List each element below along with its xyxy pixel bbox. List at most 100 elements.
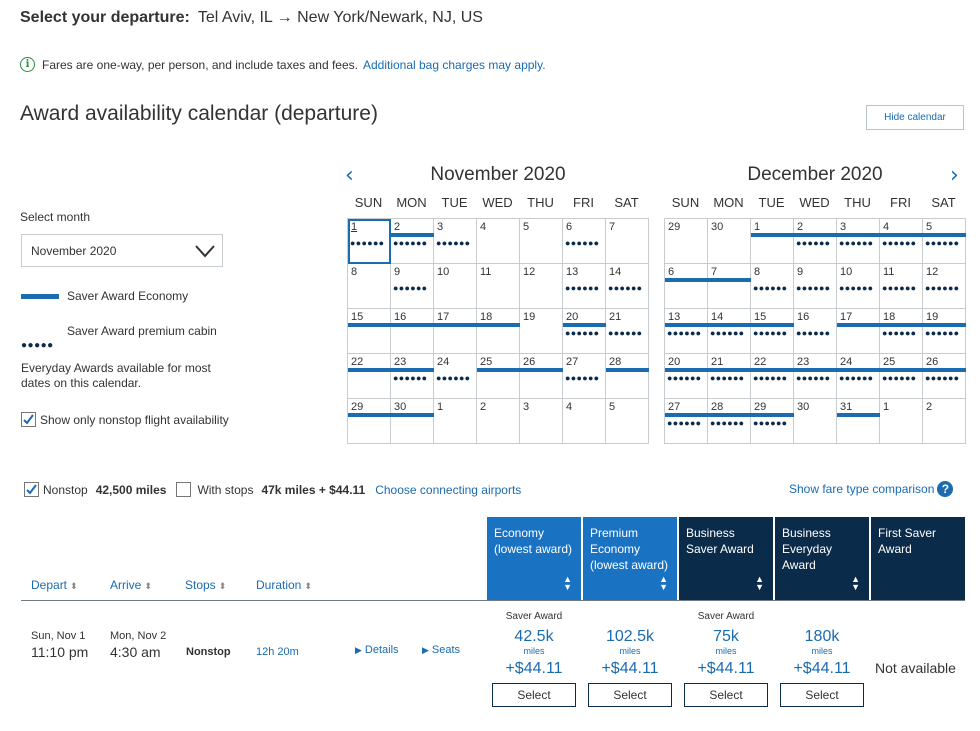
calendar-day[interactable]: 7: [606, 219, 649, 264]
calendar-day[interactable]: 5: [520, 219, 563, 264]
chevron-left-icon[interactable]: ‹: [345, 163, 354, 188]
calendar-day[interactable]: 22 ●●●●●●: [751, 354, 794, 399]
details-link[interactable]: ▶ Details: [355, 644, 399, 656]
fare-header-premium-economy[interactable]: Premium Economy (lowest award) ▲ ▼: [583, 517, 677, 600]
calendar-day[interactable]: 11 ●●●●●●: [880, 264, 923, 309]
calendar-day[interactable]: 12: [520, 264, 563, 309]
calendar-day[interactable]: 3 ●●●●●●: [837, 219, 880, 264]
calendar-day[interactable]: 19 ●●●●●●: [923, 309, 966, 354]
select-button[interactable]: Select: [684, 683, 768, 707]
calendar-day[interactable]: 30: [391, 399, 434, 444]
calendar-day[interactable]: 26 ●●●●●●: [923, 354, 966, 399]
calendar-day[interactable]: 4 ●●●●●●: [880, 219, 923, 264]
with-stops-checkbox[interactable]: [176, 482, 192, 497]
calendar-day[interactable]: 19: [520, 309, 563, 354]
calendar-day[interactable]: 18 ●●●●●●: [880, 309, 923, 354]
calendar-day[interactable]: 10 ●●●●●●: [837, 264, 880, 309]
sort-stops[interactable]: Stops ⬍: [185, 578, 226, 592]
calendar-day[interactable]: 7: [708, 264, 751, 309]
sort-arrive[interactable]: Arrive ⬍: [110, 578, 152, 592]
calendar-day[interactable]: 18: [477, 309, 520, 354]
select-button[interactable]: Select: [588, 683, 672, 707]
calendar-day[interactable]: 28 ●●●●●●: [708, 399, 751, 444]
nonstop-only-checkbox[interactable]: [21, 412, 36, 427]
calendar-day[interactable]: 23 ●●●●●●: [391, 354, 434, 399]
calendar-day[interactable]: 25 ●●●●●●: [880, 354, 923, 399]
calendar-day[interactable]: 2 ●●●●●●: [794, 219, 837, 264]
hide-calendar-button[interactable]: Hide calendar: [866, 105, 964, 130]
month-select[interactable]: November 2020: [21, 234, 223, 267]
calendar-day[interactable]: 9 ●●●●●●: [391, 264, 434, 309]
calendar-day[interactable]: 1: [751, 219, 794, 264]
calendar-day[interactable]: 1 ●●●●●●: [348, 219, 391, 264]
calendar-day[interactable]: 5 ●●●●●●: [923, 219, 966, 264]
calendar-day[interactable]: 4: [563, 399, 606, 444]
calendar-day[interactable]: 13 ●●●●●●: [665, 309, 708, 354]
calendar-day[interactable]: 20 ●●●●●●: [665, 354, 708, 399]
calendar-day[interactable]: 1: [434, 399, 477, 444]
calendar-day[interactable]: 21 ●●●●●●: [708, 354, 751, 399]
calendar-day[interactable]: 24 ●●●●●●: [837, 354, 880, 399]
calendar-day[interactable]: 1: [880, 399, 923, 444]
calendar-day[interactable]: 2 ●●●●●●: [391, 219, 434, 264]
chevron-right-icon[interactable]: ›: [950, 163, 959, 188]
calendar-day[interactable]: 17: [837, 309, 880, 354]
fare-comparison-link[interactable]: Show fare type comparison ?: [789, 481, 954, 497]
nonstop-only-toggle[interactable]: Show only nonstop flight availability: [21, 412, 229, 427]
calendar-day[interactable]: 22: [348, 354, 391, 399]
calendar-day[interactable]: 4: [477, 219, 520, 264]
calendar-day[interactable]: 26: [520, 354, 563, 399]
calendar-day[interactable]: 2: [923, 399, 966, 444]
calendar-day[interactable]: 11: [477, 264, 520, 309]
calendar-day[interactable]: 13 ●●●●●●: [563, 264, 606, 309]
calendar-day[interactable]: 20 ●●●●●●: [563, 309, 606, 354]
calendar-day[interactable]: 27 ●●●●●●: [563, 354, 606, 399]
fare-header-first-saver[interactable]: First Saver Award: [871, 517, 965, 600]
calendar-day[interactable]: 15: [348, 309, 391, 354]
select-button[interactable]: Select: [780, 683, 864, 707]
legend-saver-economy-label: Saver Award Economy: [67, 289, 189, 303]
fare-header-economy[interactable]: Economy (lowest award) ▲ ▼: [487, 517, 581, 600]
sort-depart[interactable]: Depart ⬍: [31, 578, 78, 592]
sort-icon: ▲ ▼: [563, 574, 572, 592]
calendar-day[interactable]: 6: [665, 264, 708, 309]
calendar-day[interactable]: 29: [665, 219, 708, 264]
calendar-day[interactable]: 16 ●●●●●●: [794, 309, 837, 354]
choose-connecting-link[interactable]: Choose connecting airports: [375, 482, 522, 497]
calendar-week: 1 ●●●●●● 2 ●●●●●● 3 ●●●●●● 4 5 6 ●●●●●● 7: [348, 219, 649, 264]
calendar-day[interactable]: 29: [348, 399, 391, 444]
calendar-day[interactable]: 17: [434, 309, 477, 354]
calendar-day[interactable]: 25: [477, 354, 520, 399]
calendar-day[interactable]: 2: [477, 399, 520, 444]
calendar-day[interactable]: 12 ●●●●●●: [923, 264, 966, 309]
calendar-day[interactable]: 16: [391, 309, 434, 354]
calendar-day[interactable]: 27 ●●●●●●: [665, 399, 708, 444]
calendar-day[interactable]: 15 ●●●●●●: [751, 309, 794, 354]
calendar-day[interactable]: 6 ●●●●●●: [563, 219, 606, 264]
fare-header-business-everyday[interactable]: Business Everyday Award ▲ ▼: [775, 517, 869, 600]
calendar-day[interactable]: 9 ●●●●●●: [794, 264, 837, 309]
nonstop-checkbox[interactable]: [24, 482, 39, 497]
select-button[interactable]: Select: [492, 683, 576, 707]
saver-premium-dots: ●●●●●●: [436, 373, 471, 383]
bag-charges-link[interactable]: Additional bag charges may apply.: [362, 57, 546, 72]
calendar-day[interactable]: 30: [708, 219, 751, 264]
calendar-day[interactable]: 29 ●●●●●●: [751, 399, 794, 444]
calendar-day[interactable]: 5: [606, 399, 649, 444]
calendar-day[interactable]: 3 ●●●●●●: [434, 219, 477, 264]
calendar-day[interactable]: 31: [837, 399, 880, 444]
calendar-day[interactable]: 10: [434, 264, 477, 309]
fare-header-business-saver[interactable]: Business Saver Award ▲ ▼: [679, 517, 773, 600]
calendar-day[interactable]: 8 ●●●●●●: [751, 264, 794, 309]
sort-duration[interactable]: Duration ⬍: [256, 578, 312, 592]
calendar-day[interactable]: 21 ●●●●●●: [606, 309, 649, 354]
calendar-day[interactable]: 30: [794, 399, 837, 444]
calendar-day[interactable]: 14 ●●●●●●: [708, 309, 751, 354]
calendar-day[interactable]: 23 ●●●●●●: [794, 354, 837, 399]
seats-link[interactable]: ▶ Seats: [422, 644, 460, 656]
calendar-day[interactable]: 14 ●●●●●●: [606, 264, 649, 309]
calendar-day[interactable]: 8: [348, 264, 391, 309]
calendar-day[interactable]: 3: [520, 399, 563, 444]
calendar-day[interactable]: 28: [606, 354, 649, 399]
calendar-day[interactable]: 24 ●●●●●●: [434, 354, 477, 399]
